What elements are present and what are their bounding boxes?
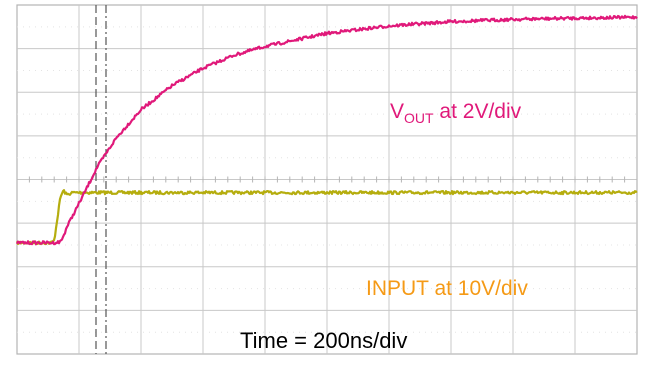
grid (16, 4, 638, 355)
vout-trace-line (15, 14, 638, 246)
traces (15, 14, 638, 246)
time-base-label: Time = 200ns/div (240, 328, 408, 353)
input-trace-label: INPUT at 10V/div (366, 277, 528, 300)
vout-label-subscript: OUT (404, 110, 434, 126)
vout-label-scale: at 2V/div (433, 100, 522, 123)
cursors (95, 5, 107, 354)
input-trace-line (15, 189, 638, 246)
vout-trace-label: VOUT at 2V/div (390, 100, 522, 126)
vout-label-v: V (390, 100, 405, 123)
